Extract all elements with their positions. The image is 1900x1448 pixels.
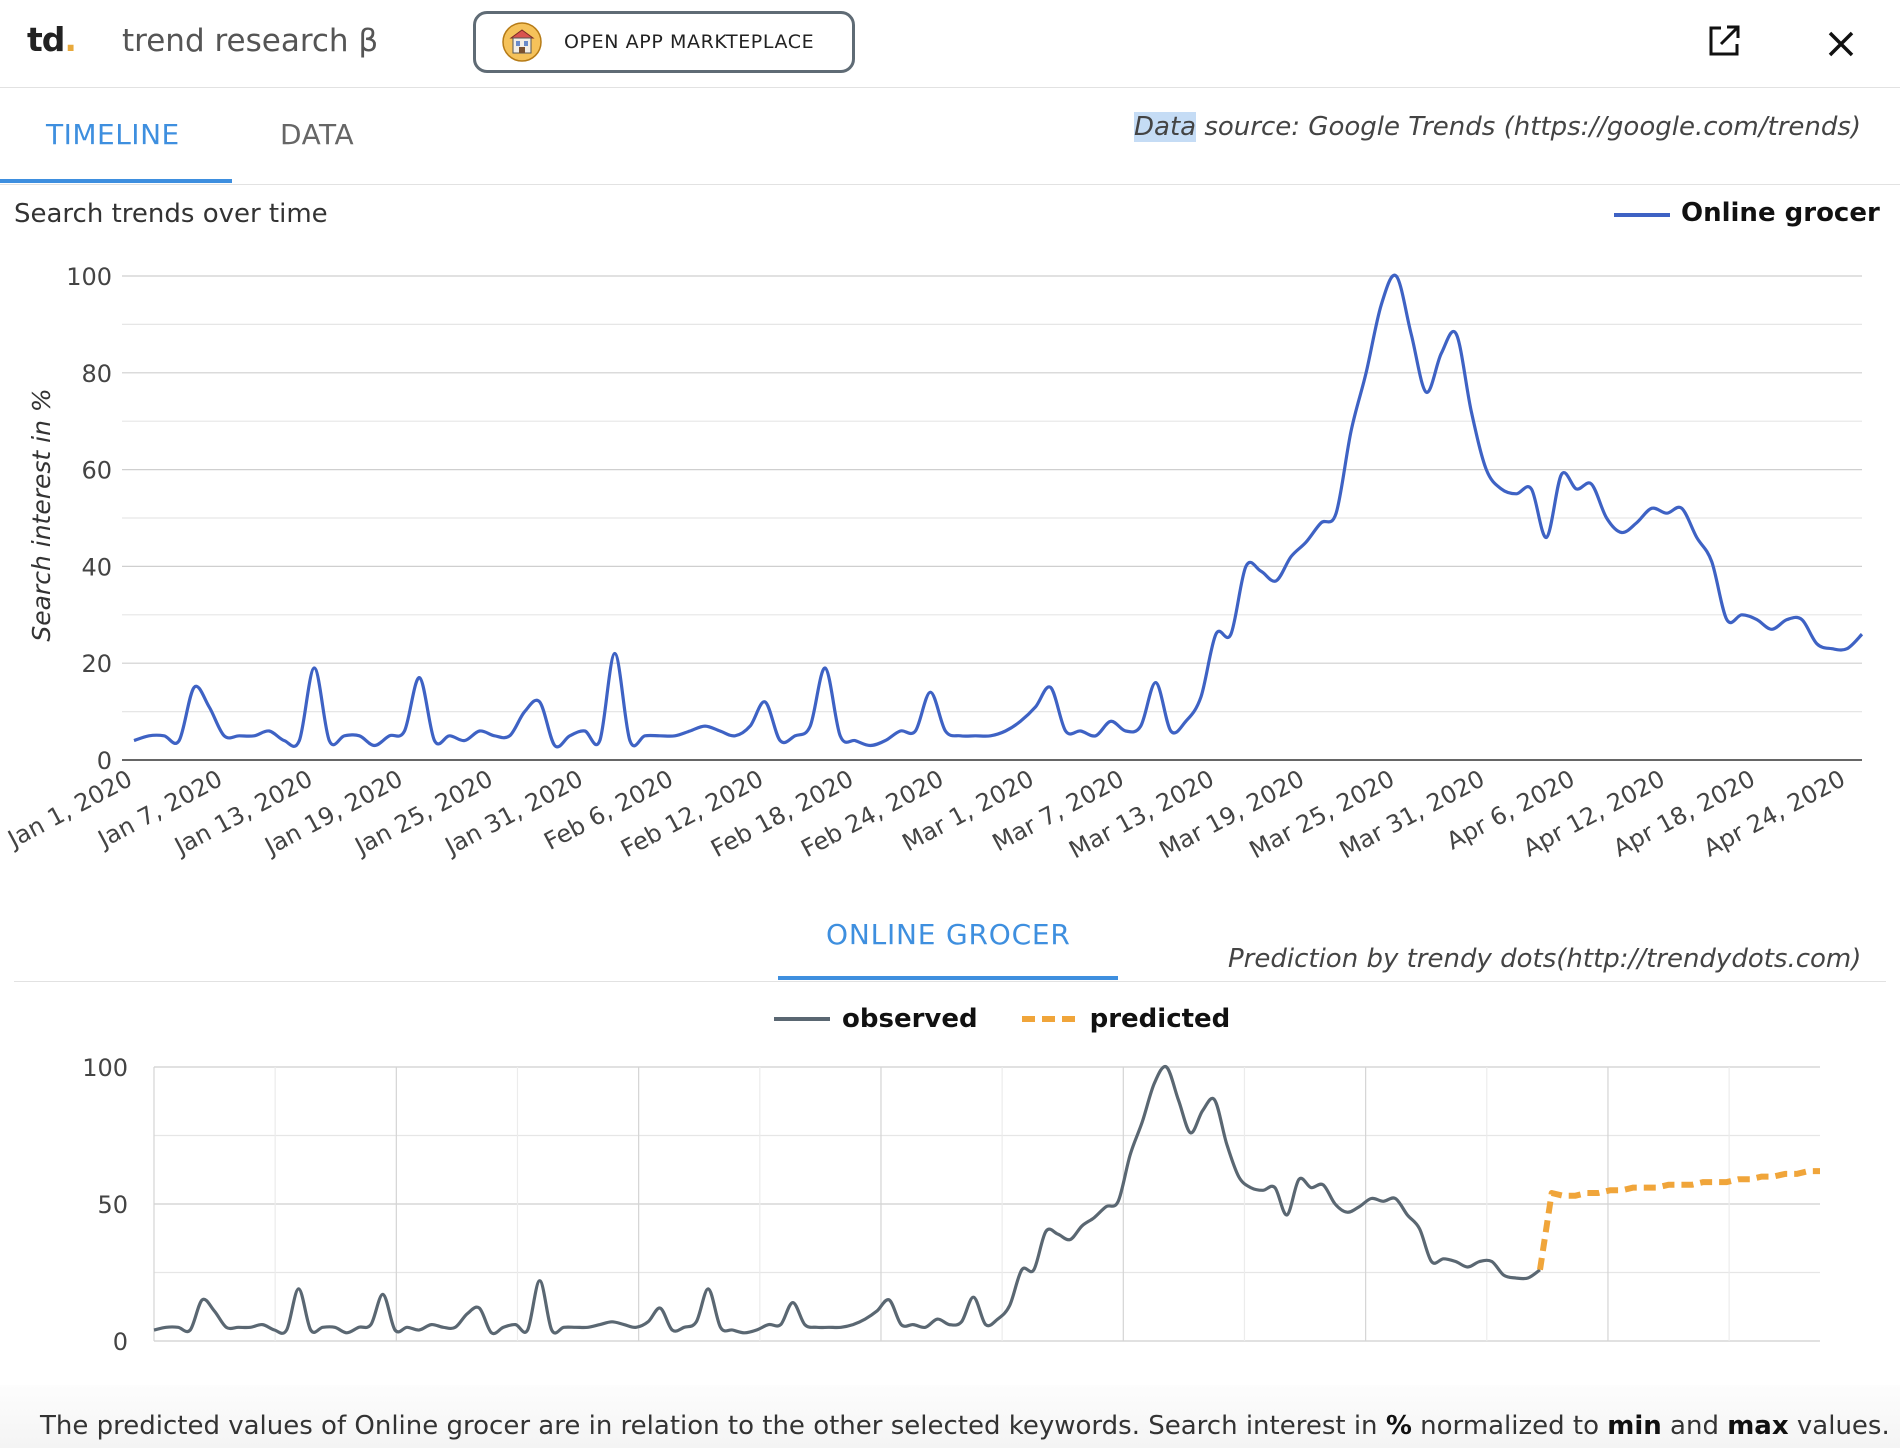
open-external-icon[interactable]	[1706, 23, 1742, 59]
data-source-highlight: Data	[1134, 112, 1197, 142]
y-tick-label: 100	[82, 1054, 128, 1082]
legend-swatch-predicted	[1021, 1016, 1078, 1022]
y-tick-label: 100	[66, 263, 112, 291]
chart-title: Search trends over time	[14, 199, 328, 229]
prediction-chart: 0 50 100	[82, 1054, 1820, 1356]
app-logo: td.	[27, 20, 77, 59]
series-line-predicted	[1537, 1168, 1820, 1271]
marketplace-icon	[502, 22, 542, 62]
app-header	[0, 0, 1900, 88]
prediction-legend: observed predicted	[774, 1004, 1230, 1034]
y-tick-label: 80	[81, 360, 112, 388]
prediction-section-title[interactable]: ONLINE GROCER	[826, 918, 1071, 951]
open-marketplace-button[interactable]: OPEN APP MARKTEPLACE	[473, 11, 855, 73]
y-tick-label: 50	[97, 1191, 128, 1219]
legend-label-online-grocer: Online grocer	[1681, 198, 1880, 228]
y-tick-label: 0	[97, 747, 112, 775]
y-tick-label: 0	[113, 1328, 128, 1356]
series-line-online-grocer	[133, 273, 1864, 749]
y-axis-label: Search interest in %	[27, 388, 56, 641]
active-tab-indicator	[0, 179, 232, 183]
open-marketplace-label: OPEN APP MARKTEPLACE	[564, 31, 815, 53]
y-tick-label: 40	[81, 553, 112, 581]
app-title: trend research β	[122, 23, 379, 59]
legend-swatch-online-grocer	[1614, 213, 1670, 217]
tab-timeline[interactable]: TIMELINE	[46, 118, 180, 151]
y-tick-label: 20	[81, 650, 112, 678]
data-source-text: source: Google Trends (https://google.co…	[1196, 112, 1862, 142]
y-tick-label: 60	[81, 457, 112, 485]
footnote: The predicted values of Online grocer ar…	[40, 1411, 1890, 1441]
data-source-label: Data source: Google Trends (https://goog…	[1134, 112, 1861, 142]
section-divider	[14, 981, 1886, 982]
prediction-credit: Prediction by trendy dots(http://trendyd…	[1228, 944, 1862, 974]
prediction-tab-indicator	[778, 976, 1118, 980]
tabs-divider	[0, 184, 1900, 185]
footer-bar	[0, 1385, 1900, 1448]
legend-swatch-observed	[774, 1017, 830, 1021]
legend-label-predicted: predicted	[1089, 1004, 1231, 1034]
close-icon[interactable]	[1825, 28, 1857, 60]
series-line-observed	[153, 1064, 1541, 1336]
legend-label-observed: observed	[842, 1004, 978, 1034]
tab-data[interactable]: DATA	[280, 118, 355, 151]
